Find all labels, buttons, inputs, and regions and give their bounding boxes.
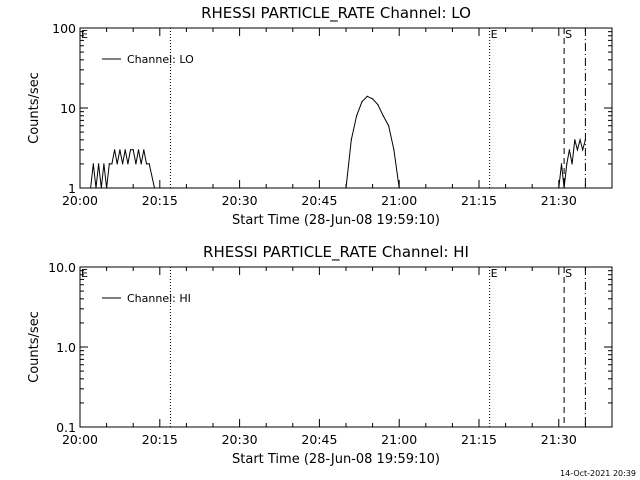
y-tick-label: 0.1 (56, 420, 76, 435)
y-axis-label: Counts/sec (27, 311, 42, 383)
data-point (398, 187, 400, 189)
chart-title: RHESSI PARTICLE_RATE Channel: HI (203, 243, 469, 262)
data-point (132, 149, 134, 151)
y-axis-label: Counts/sec (27, 72, 42, 144)
data-point (106, 187, 108, 189)
y-tick-label: 10.0 (48, 260, 76, 275)
data-point (140, 163, 142, 165)
x-tick-label: 21:00 (381, 193, 417, 208)
x-tick-label: 21:15 (461, 432, 497, 447)
data-point (137, 149, 140, 151)
data-point (98, 163, 100, 165)
data-point (574, 139, 576, 141)
data-point (361, 101, 363, 103)
x-tick-label: 21:30 (541, 432, 577, 447)
data-point (135, 163, 137, 165)
legend-label: Channel: HI (127, 292, 191, 305)
y-tick-label: 1 (68, 181, 76, 196)
data-point (568, 149, 571, 151)
data-point (111, 163, 113, 165)
x-tick-label: 20:00 (62, 193, 98, 208)
legend-label: Channel: LO (127, 53, 194, 66)
series-line (90, 95, 586, 189)
data-point (582, 149, 584, 151)
data-point (145, 163, 148, 165)
data-point (103, 163, 105, 165)
data-point (129, 149, 132, 151)
y-tick-label: 100 (52, 21, 76, 36)
data-point (571, 163, 573, 165)
data-point (388, 125, 390, 127)
x-tick-label: 20:15 (142, 432, 178, 447)
x-tick-label: 20:30 (222, 193, 258, 208)
x-tick-label: 20:00 (62, 432, 98, 447)
data-point (122, 163, 124, 165)
data-point (377, 104, 379, 106)
data-point (127, 163, 129, 165)
x-tick-label: 21:00 (381, 432, 417, 447)
data-point (563, 187, 565, 189)
data-point (356, 115, 358, 117)
y-tick-label: 10 (60, 101, 76, 116)
data-point (114, 149, 116, 151)
data-point (108, 163, 110, 165)
data-point (560, 163, 563, 165)
data-point (95, 187, 97, 189)
data-point (393, 149, 395, 151)
data-point (366, 95, 368, 97)
data-point (116, 163, 118, 165)
data-point (92, 163, 94, 165)
chart-title: RHESSI PARTICLE_RATE Channel: LO (201, 4, 471, 23)
x-tick-label: 20:45 (301, 432, 337, 447)
data-point (566, 163, 568, 165)
data-point (372, 98, 374, 100)
flag-label: E (81, 28, 88, 41)
data-point (124, 149, 126, 151)
y-tick-label: 1.0 (56, 340, 76, 355)
data-point (148, 163, 150, 165)
flag-label: E (491, 267, 498, 280)
data-point (584, 139, 587, 141)
chart-panel-lo: RHESSI PARTICLE_RATE Channel: LO 20:00 20:… (27, 4, 613, 228)
x-axis-label: Start Time (28-Jun-08 19:59:10) (232, 213, 440, 228)
data-point (119, 149, 121, 151)
x-tick-label: 20:15 (142, 193, 178, 208)
x-tick-label: 20:30 (222, 432, 258, 447)
flag-label: E (491, 28, 498, 41)
data-point (100, 187, 102, 189)
data-point (558, 187, 560, 189)
data-point (579, 139, 581, 141)
flag-label: E (81, 267, 88, 280)
data-point (382, 115, 384, 117)
x-axis-label: Start Time (28-Jun-08 19:59:10) (232, 452, 440, 467)
data-point (350, 139, 352, 141)
data-point (576, 149, 579, 151)
timestamp: 14-Oct-2021 20:39 (560, 469, 636, 478)
data-point (90, 187, 92, 189)
x-tick-label: 21:15 (461, 193, 497, 208)
data-point (345, 187, 347, 189)
flag-label: S (565, 267, 572, 280)
flag-label: S (565, 28, 572, 41)
chart-panel-hi: RHESSI PARTICLE_RATE Channel: HI 20:00 20:… (27, 243, 613, 467)
x-tick-label: 20:45 (301, 193, 337, 208)
data-point (143, 149, 145, 151)
data-point (153, 187, 156, 189)
x-tick-label: 21:30 (541, 193, 577, 208)
